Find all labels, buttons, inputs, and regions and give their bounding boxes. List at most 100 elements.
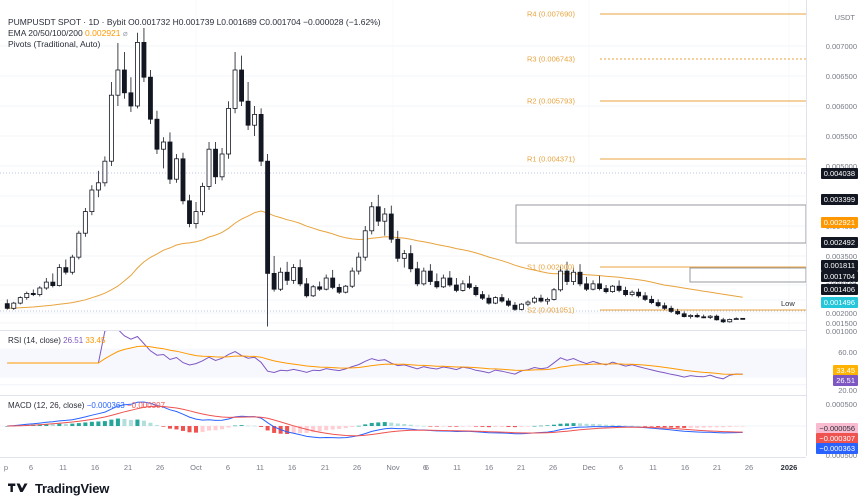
candlestick [525,300,531,307]
candlestick [369,202,375,235]
candlestick [43,278,49,290]
rsi-legend-title: RSI (14, close) [8,336,61,345]
candlestick [453,278,459,293]
rsi-legend[interactable]: RSI (14, close) 26.51 33.45 [8,336,105,345]
candlestick [180,152,186,205]
price-tick-label: 0.001000 [825,327,857,336]
candlestick [733,317,739,321]
candlestick [447,271,453,287]
candlestick [545,297,550,305]
candlestick [148,70,153,124]
candlestick [382,208,388,236]
candlestick [668,305,674,313]
pivot-level-label: R3 (0.006743) [527,54,575,64]
macd-badge: −0.000307 [816,433,858,444]
candlestick [115,43,121,106]
tradingview-wordmark: TradingView [35,481,110,496]
price-tick-label: 0.002000 [825,309,857,318]
candlestick [694,313,700,318]
macd-legend-signal-value: −0.000307 [126,401,166,410]
candlestick [310,285,316,297]
eye-icon[interactable]: ⌀ [122,29,128,38]
candlestick [135,32,140,109]
rsi-legend-ma-value: 33.45 [85,336,106,345]
candlestick [460,280,466,292]
candlestick [349,267,355,288]
rsi-chart-canvas[interactable] [0,331,806,395]
rsi-pane[interactable] [0,331,806,395]
legend-symbol-row[interactable]: PUMPUSDT SPOT · 1D · Bybit O0.001732 H0.… [8,17,381,28]
legend-change: −0.000028 (−1.62%) [303,17,381,27]
price-tick-label: 0.007000 [825,42,857,51]
candlestick [720,317,726,323]
legend-close: C0.001704 [259,17,301,27]
candlestick [597,275,602,291]
pivot-level-label: R4 (0.007690) [527,9,575,19]
price-badge: 0.001406 [820,284,858,295]
low-marker-label: Low [781,299,795,308]
candlestick [564,261,570,285]
pane-separator-rsi [0,330,806,331]
candlestick [440,274,446,288]
candlestick [265,154,271,327]
candlestick [538,294,544,303]
legend-low: L0.001689 [216,17,257,27]
price-pane[interactable] [0,0,806,330]
time-tick-label: Dec [582,463,596,472]
price-badge: 0.002921 [820,217,858,228]
macd-legend[interactable]: MACD (12, 26, close) −0.000363 −0.000307 [8,401,165,410]
pivot-level-label: S1 (0.002000) [527,262,575,272]
candlestick [167,132,173,184]
candlestick [336,283,342,294]
time-tick-label: 21 [516,463,526,472]
candlestick [590,280,596,291]
macd-tick-label: 0.000500 [825,400,857,409]
time-tick-label: Oct [190,463,202,472]
tradingview-footer[interactable]: TradingView [8,481,109,496]
candlestick [688,314,694,319]
time-tick-label: 11 [453,463,461,472]
time-axis[interactable]: p 6 11 16 21 26 Oct 6 11 16 21 26 Nov 6 6 11 16 21 26 Dec 6 1… [0,457,806,477]
time-tick-label: 26 [548,463,558,472]
candlestick [414,261,420,287]
candlestick [284,261,290,285]
price-axis[interactable]: USDT 0.007000 0.006500 0.006000 0.005500 0.0… [806,0,860,460]
candlestick [434,273,440,289]
macd-pane[interactable] [0,396,806,456]
candlestick [727,318,733,323]
macd-chart-canvas[interactable] [0,396,806,456]
time-tick-label: p [3,463,9,472]
chart-legend: PUMPUSDT SPOT · 1D · Bybit O0.001732 H0.… [8,17,381,50]
candlestick [121,52,127,99]
legend-pivots-row[interactable]: Pivots (Traditional, Auto) [8,39,381,50]
candlestick [213,142,218,184]
candlestick [193,202,199,229]
pivot-level-label: S2 (0.001051) [527,305,575,315]
pivot-level-label: R2 (0.005793) [527,96,575,106]
legend-symbol[interactable]: PUMPUSDT SPOT · 1D · Bybit [8,17,126,27]
price-tick-label: 0.006500 [825,72,857,81]
time-tick-label: 16 [90,463,100,472]
candlestick [271,256,277,292]
candlestick [174,154,179,183]
candlestick [343,285,349,294]
legend-ema-row[interactable]: EMA 20/50/100/200 0.002921 ⌀ [8,28,381,39]
candlestick [17,296,23,305]
price-tick-label: 0.001500 [825,319,857,328]
candlestick [701,314,707,319]
price-badge: 0.003399 [820,194,858,205]
macd-tick-label: 0.000500 [825,451,857,460]
candlestick [187,194,192,228]
candlestick [473,285,479,297]
candlestick [479,291,485,300]
candlestick [675,308,681,315]
rsi-tick-label: 20.00 [838,386,857,395]
time-tick-label: 11 [256,463,264,472]
macd-badge: −0.000056 [816,423,858,434]
candlestick [128,77,134,112]
price-chart-canvas[interactable] [0,0,806,330]
candlestick [558,266,563,292]
price-tick-label: 0.005000 [825,162,857,171]
candlestick [519,303,524,311]
price-tick-label: 0.005500 [825,132,857,141]
